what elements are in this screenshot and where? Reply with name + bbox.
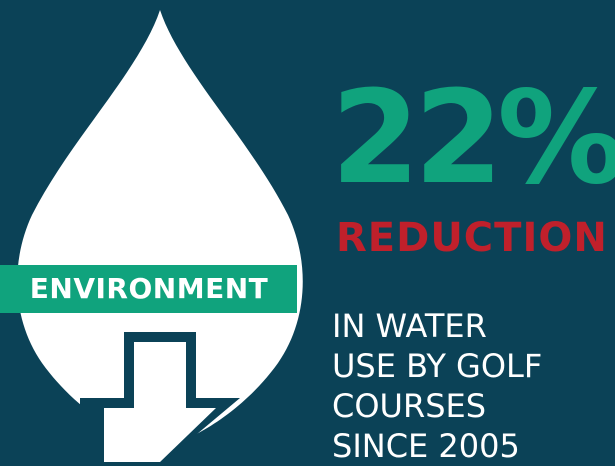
- down-arrow-icon: [104, 342, 216, 462]
- description-line: IN WATER: [332, 307, 487, 345]
- description-line: COURSES: [332, 387, 487, 425]
- environment-label: ENVIRONMENT: [29, 272, 269, 305]
- description-line: SINCE 2005: [332, 427, 520, 465]
- water-drop-icon: [17, 10, 303, 446]
- reduction-label: REDUCTION: [336, 215, 608, 261]
- description-line: USE BY GOLF: [332, 347, 543, 385]
- environment-banner: [0, 265, 297, 313]
- percentage-stat: 22%: [331, 64, 615, 213]
- stat-description: IN WATER USE BY GOLF COURSES SINCE 2005: [332, 306, 542, 466]
